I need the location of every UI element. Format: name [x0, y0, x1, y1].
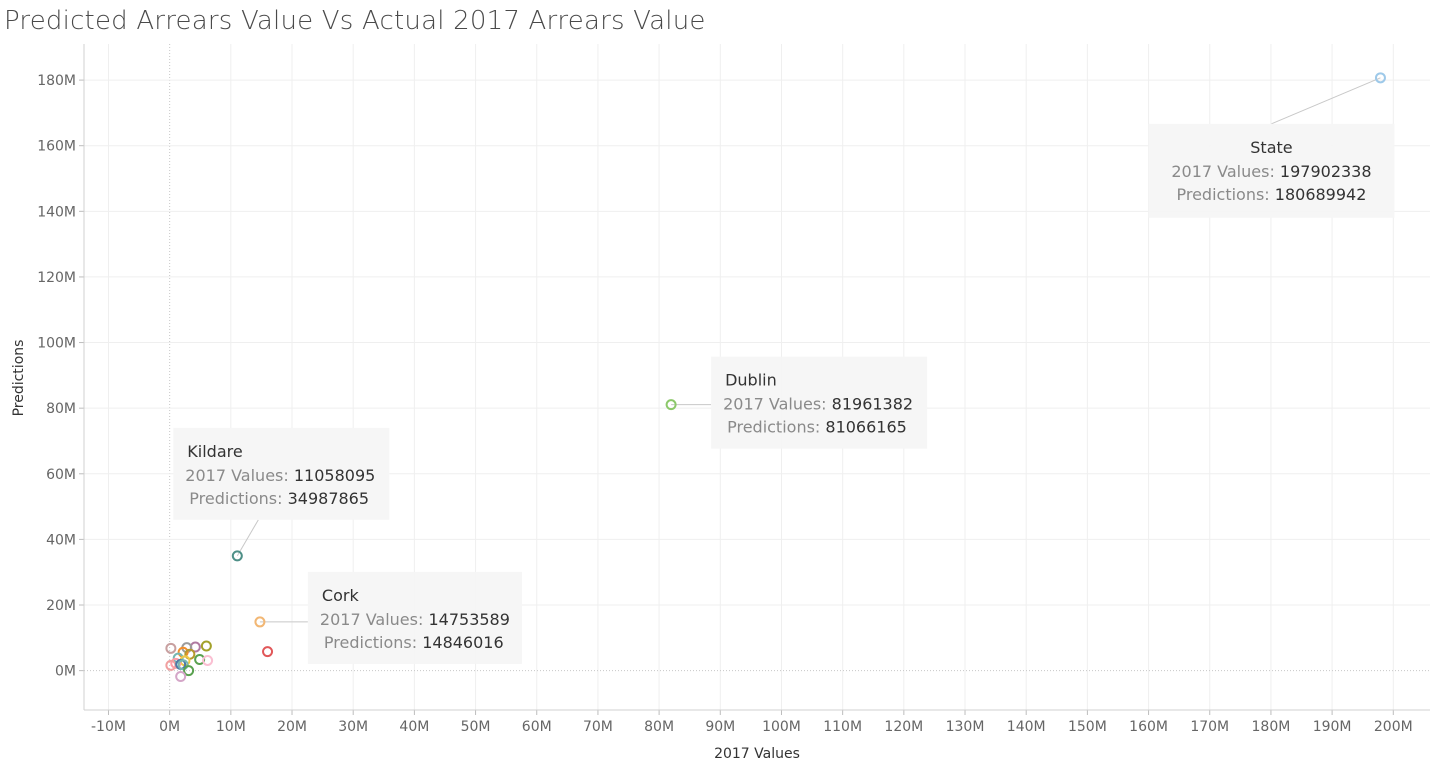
- x-tick-label: 70M: [583, 719, 613, 735]
- annotation-x-value: 11058095: [294, 466, 375, 485]
- data-point[interactable]: [183, 665, 195, 677]
- x-tick-label: 160M: [1129, 719, 1168, 735]
- annotation-name: Dublin: [725, 371, 777, 390]
- x-tick-label: -10M: [91, 719, 126, 735]
- y-tick-label: 80M: [46, 401, 76, 417]
- x-tick-label: 100M: [762, 719, 801, 735]
- x-tick-label: 0M: [159, 719, 180, 735]
- annotation-x-key: 2017 Values:: [320, 610, 429, 629]
- x-tick-label: 120M: [884, 719, 923, 735]
- x-tick-label: 20M: [277, 719, 307, 735]
- annotation-y-line: Predictions: 180689942: [1176, 185, 1366, 204]
- x-tick-label: 30M: [338, 719, 368, 735]
- x-tick-label: 50M: [461, 719, 491, 735]
- data-point[interactable]: [175, 671, 187, 683]
- annotation-leader-line: [236, 519, 259, 557]
- annotation-name: Kildare: [187, 442, 242, 461]
- annotation-x-key: 2017 Values:: [723, 395, 832, 414]
- annotation-x-line: 2017 Values: 11058095: [185, 466, 375, 485]
- annotation-x-value: 197902338: [1280, 162, 1372, 181]
- annotation-y-line: Predictions: 81066165: [727, 418, 907, 437]
- annotation-x-line: 2017 Values: 197902338: [1171, 162, 1371, 181]
- annotation-leader-line: [1271, 77, 1381, 125]
- data-point-dublin[interactable]: [665, 399, 677, 411]
- data-point-kildare[interactable]: [231, 550, 243, 562]
- x-tick-label: 80M: [644, 719, 674, 735]
- annotation-x-line: 2017 Values: 14753589: [320, 610, 510, 629]
- y-tick-label: 180M: [37, 73, 76, 89]
- y-tick-label: 60M: [46, 467, 76, 483]
- data-point[interactable]: [262, 646, 274, 658]
- x-axis-title: 2017 Values: [714, 746, 800, 762]
- x-tick-label: 90M: [705, 719, 735, 735]
- annotation-y-value: 81066165: [825, 418, 906, 437]
- y-tick-label: 120M: [37, 270, 76, 286]
- annotation-box: [711, 356, 928, 449]
- data-point[interactable]: [177, 659, 189, 671]
- annotation-x-value: 14753589: [428, 610, 509, 629]
- x-tick-label: 170M: [1190, 719, 1229, 735]
- axes: -10M 0M 10M 20M 30M 40M 50M 60M 70M 80M 90M 100M 110…: [37, 44, 1430, 735]
- annotation-y-key: Predictions:: [1176, 185, 1274, 204]
- data-point[interactable]: [170, 657, 182, 669]
- x-tick-label: 10M: [216, 719, 246, 735]
- annotation-x-key: 2017 Values:: [185, 466, 294, 485]
- data-point[interactable]: [165, 642, 177, 654]
- data-points: [165, 72, 1386, 683]
- y-tick-label: 0M: [55, 664, 76, 680]
- x-tick-label: 190M: [1313, 719, 1352, 735]
- x-tick-label: 140M: [1007, 719, 1046, 735]
- annotation-y-key: Predictions:: [727, 418, 825, 437]
- annotation-x-key: 2017 Values:: [1171, 162, 1280, 181]
- chart-title: Predicted Arrears Value Vs Actual 2017 A…: [4, 6, 706, 36]
- y-tick-label: 160M: [37, 139, 76, 155]
- x-tick-label: 40M: [399, 719, 429, 735]
- annotation-y-line: Predictions: 14846016: [324, 633, 504, 652]
- annotation-name: Cork: [322, 586, 360, 605]
- x-tick-label: 150M: [1068, 719, 1107, 735]
- data-point-state[interactable]: [1374, 72, 1386, 84]
- annotations: State 2017 Values: 197902338 Predictions: …: [173, 123, 1395, 664]
- x-tick-label: 60M: [522, 719, 552, 735]
- annotation-name: State: [1250, 138, 1292, 157]
- y-axis-title: Predictions: [11, 340, 27, 417]
- annotation-y-value: 180689942: [1275, 185, 1367, 204]
- annotation-y-value: 34987865: [288, 489, 369, 508]
- annotation-y-line: Predictions: 34987865: [189, 489, 369, 508]
- annotation-box: [1148, 123, 1395, 218]
- y-tick-label: 140M: [37, 204, 76, 220]
- data-point[interactable]: [200, 640, 212, 652]
- y-tick-label: 100M: [37, 336, 76, 352]
- data-point-cork[interactable]: [254, 616, 266, 628]
- x-tick-label: 180M: [1252, 719, 1291, 735]
- y-tick-label: 40M: [46, 532, 76, 548]
- annotation-box: [307, 571, 522, 664]
- annotation-x-line: 2017 Values: 81961382: [723, 395, 913, 414]
- x-tick-label: 110M: [823, 719, 862, 735]
- annotation-x-value: 81961382: [832, 395, 913, 414]
- leader-lines: [236, 77, 1381, 623]
- annotation-y-key: Predictions:: [324, 633, 422, 652]
- annotation-y-key: Predictions:: [189, 489, 287, 508]
- annotation-box: [173, 427, 390, 520]
- data-point[interactable]: [202, 654, 214, 666]
- annotation-y-value: 14846016: [422, 633, 503, 652]
- x-tick-label: 130M: [946, 719, 985, 735]
- x-tick-label: 200M: [1374, 719, 1413, 735]
- y-tick-label: 20M: [46, 598, 76, 614]
